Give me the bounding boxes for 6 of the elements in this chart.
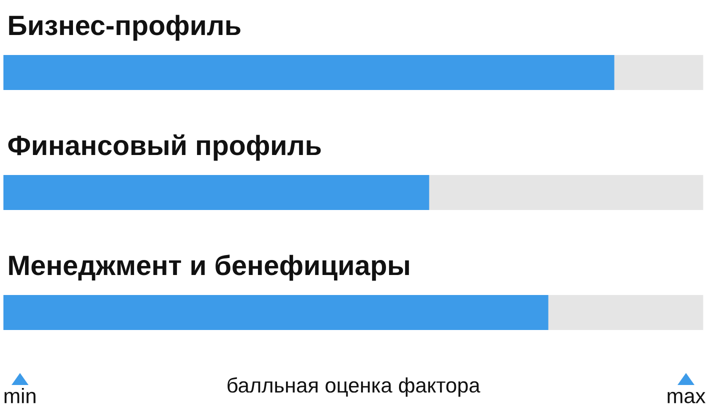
x-axis-title: балльная оценка фактора <box>228 377 480 397</box>
y-tick-label: Менеджмент и бенефициары <box>9 254 409 281</box>
text: min <box>4 388 36 404</box>
y-tick-label: Финансовый профиль <box>8 134 321 161</box>
y-tick-label: Бизнес-профиль <box>9 14 240 41</box>
text: max <box>668 392 706 404</box>
